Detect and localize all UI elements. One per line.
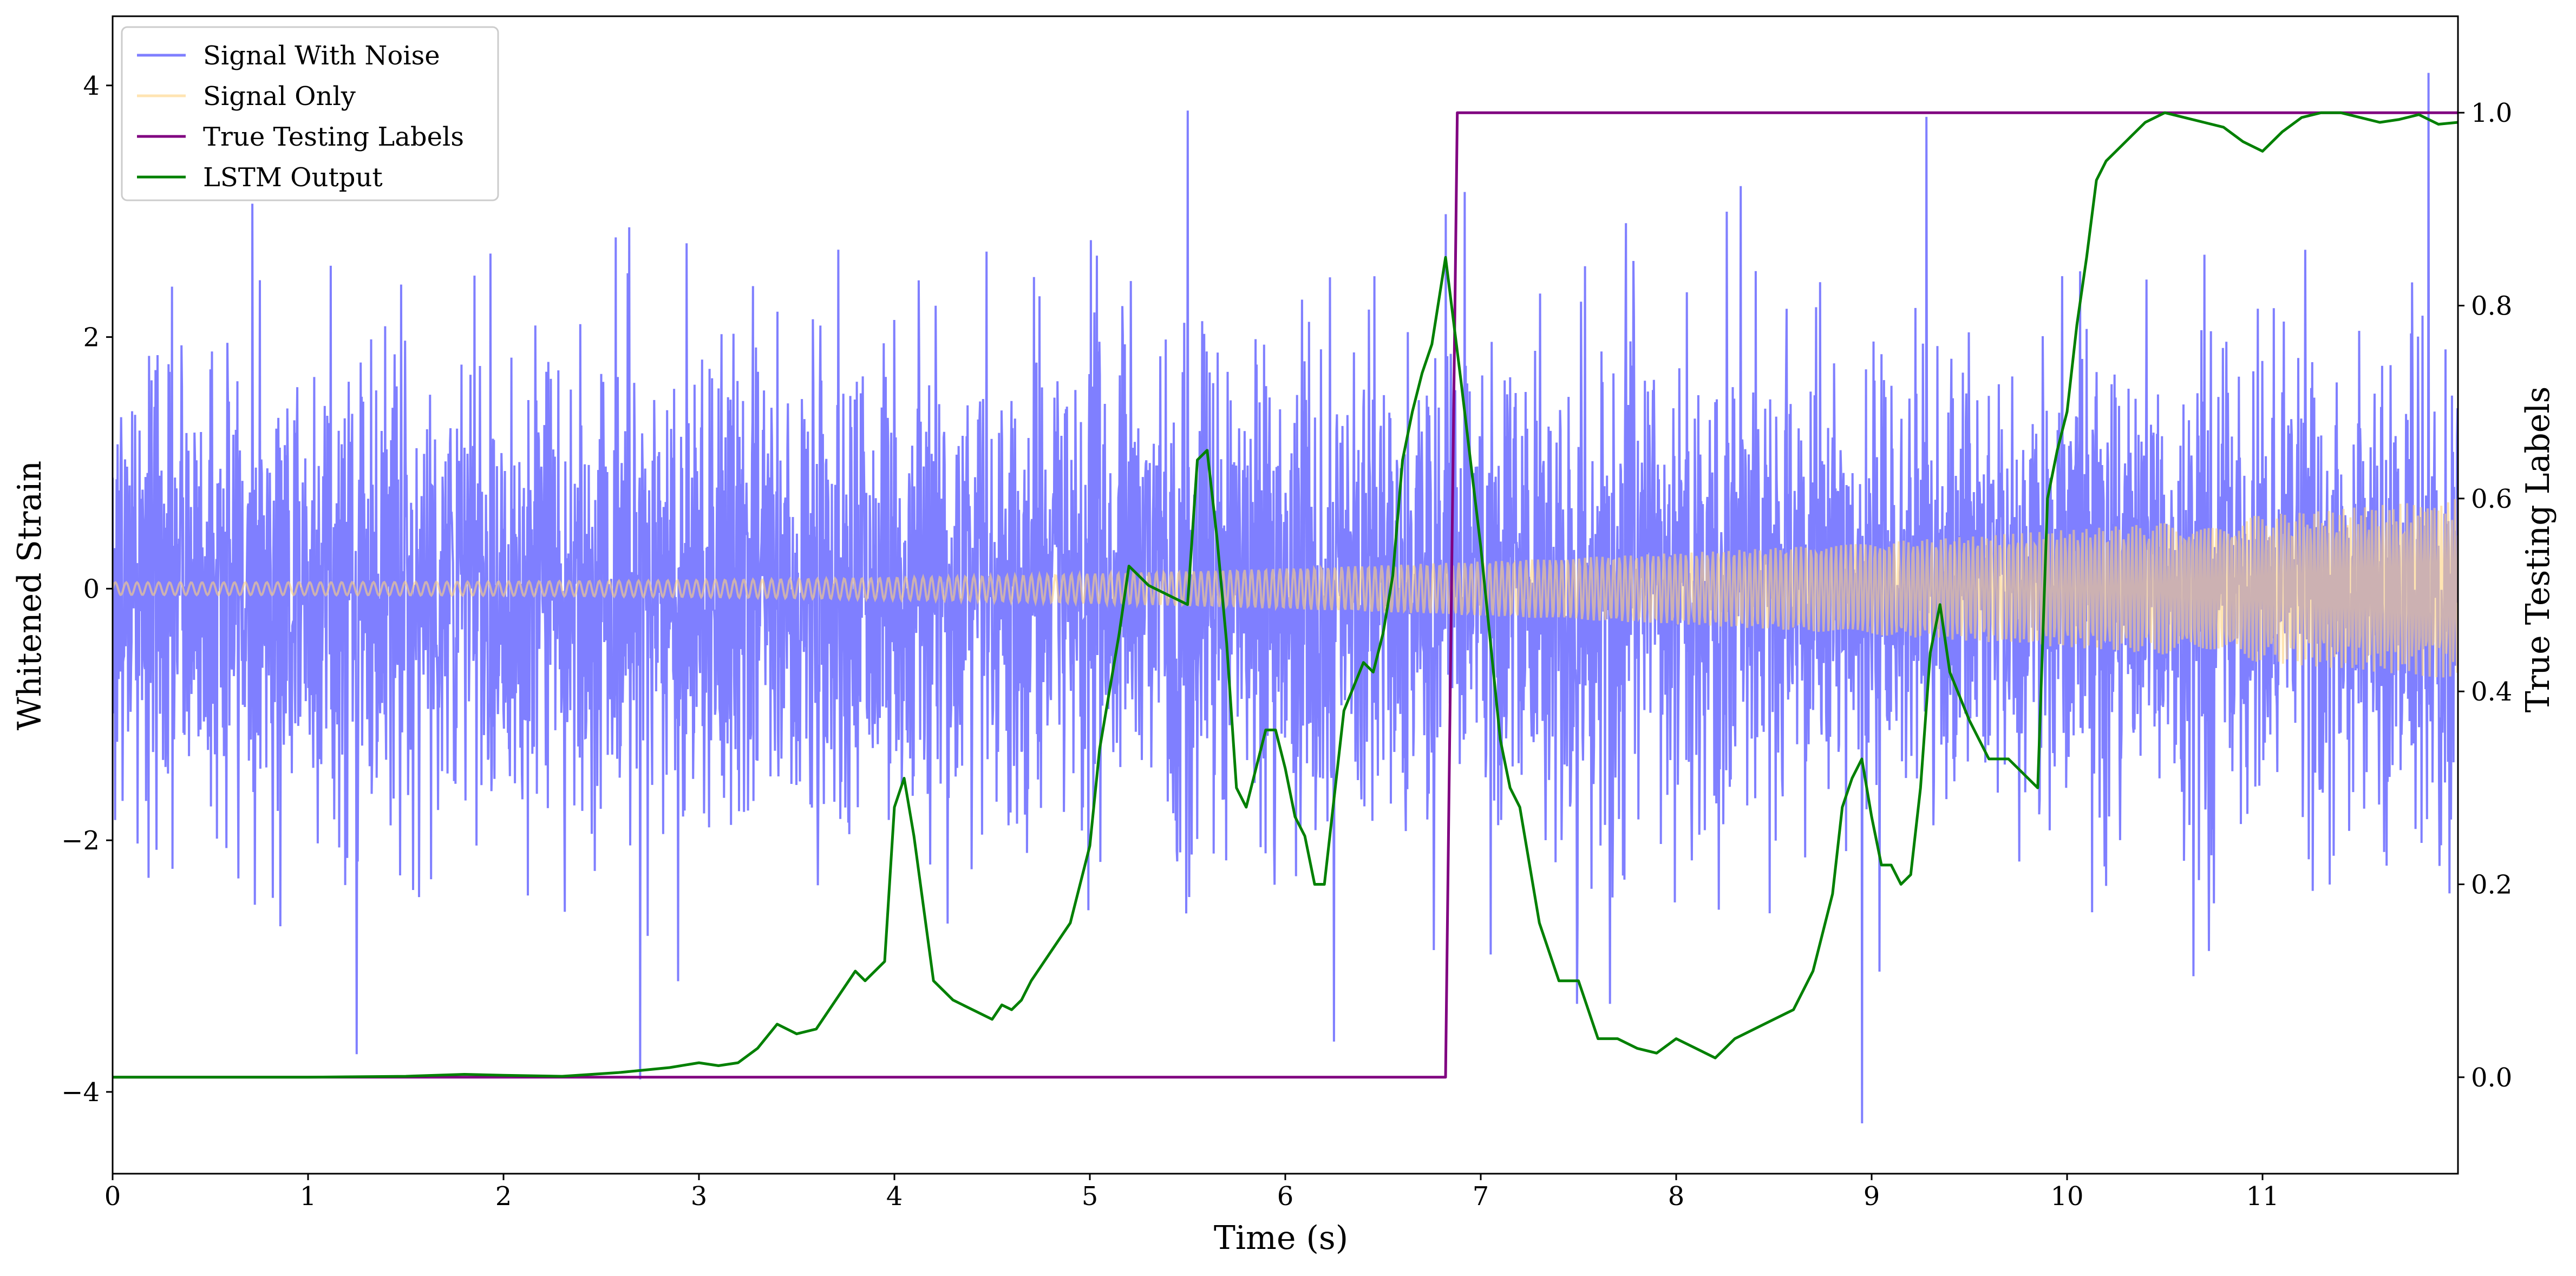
axes: 0 1 2 3 4 5 6 7 8 9 10 11 −4 −2 0 2 4 0.0 0.2 0.4 0.6 0.8 1.0 [61,71,2512,1212]
y2-tick-label: 1.0 [2471,98,2512,128]
series-lstm-output [113,111,2458,1079]
legend-label: True Testing Labels [203,122,464,152]
x-tick-label: 11 [2246,1181,2279,1212]
y2-tick-label: 0.4 [2471,677,2512,707]
x-tick-label: 2 [495,1181,512,1212]
x-tick-label: 7 [1473,1181,1489,1212]
y-tick-label: 4 [83,71,100,101]
y2-tick-label: 0.8 [2471,291,2512,322]
y-tick-label: −4 [61,1077,100,1108]
legend-label: Signal Only [203,81,356,112]
y-tick-label: −2 [61,826,100,856]
x-tick-label: 9 [1864,1181,1880,1212]
x-tick-label: 6 [1277,1181,1294,1212]
x-tick-label: 8 [1668,1181,1685,1212]
legend-label: Signal With Noise [203,41,440,71]
x-tick-label: 0 [104,1181,121,1212]
legend-label: LSTM Output [203,162,383,193]
y2-tick-label: 0.2 [2471,870,2512,900]
x-tick-label: 10 [2050,1181,2083,1212]
plot-area [113,73,2458,1124]
y2-tick-label: 0.0 [2471,1063,2512,1093]
x-tick-label: 1 [300,1181,317,1212]
x-tick-label: 5 [1082,1181,1099,1212]
x-axis-label: Time (s) [1214,1219,1348,1257]
y2-tick-label: 0.6 [2471,484,2512,514]
series-true-testing-labels [113,111,2458,1079]
y-axis-label: Whitened Strain [11,461,49,730]
legend-box [121,26,499,201]
series-signal-only [113,499,2458,678]
y-tick-label: 0 [83,574,100,604]
x-tick-label: 3 [691,1181,708,1212]
y-tick-label: 2 [83,323,100,353]
x-tick-label: 4 [886,1181,903,1212]
y2-axis-label: True Testing Labels [2519,387,2557,713]
legend: Signal With Noise Signal Only True Testing… [121,26,499,201]
